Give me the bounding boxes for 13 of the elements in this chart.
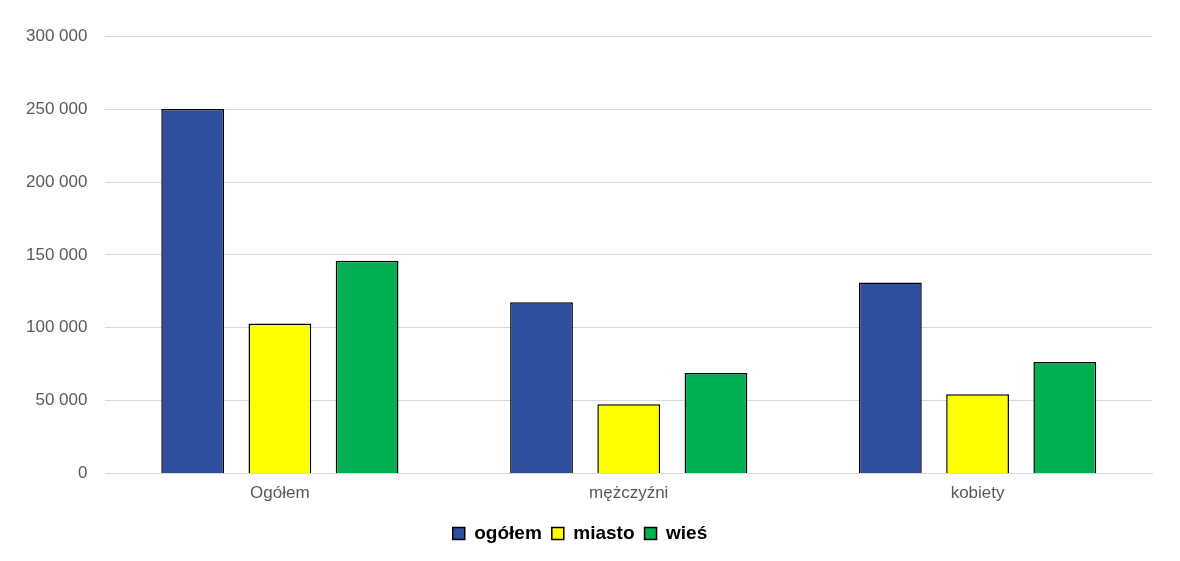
y-tick-label: 100 000 [26, 317, 88, 337]
legend-label: miasto [573, 521, 635, 543]
legend-label: wieś [665, 521, 708, 543]
x-tick-label: kobiety [950, 483, 1005, 503]
y-tick-label: 50 000 [35, 390, 88, 410]
y-tick-label: 250 000 [26, 98, 88, 118]
y-tick-label: 150 000 [26, 244, 88, 264]
y-tick-label: 0 [77, 463, 88, 483]
y-tick-label: 200 000 [26, 171, 88, 191]
legend-label: ogółem [474, 521, 542, 543]
x-tick-label: mężczyźni [589, 483, 669, 503]
x-tick-label: Ogółem [250, 483, 310, 503]
y-tick-label: 300 000 [26, 25, 88, 45]
